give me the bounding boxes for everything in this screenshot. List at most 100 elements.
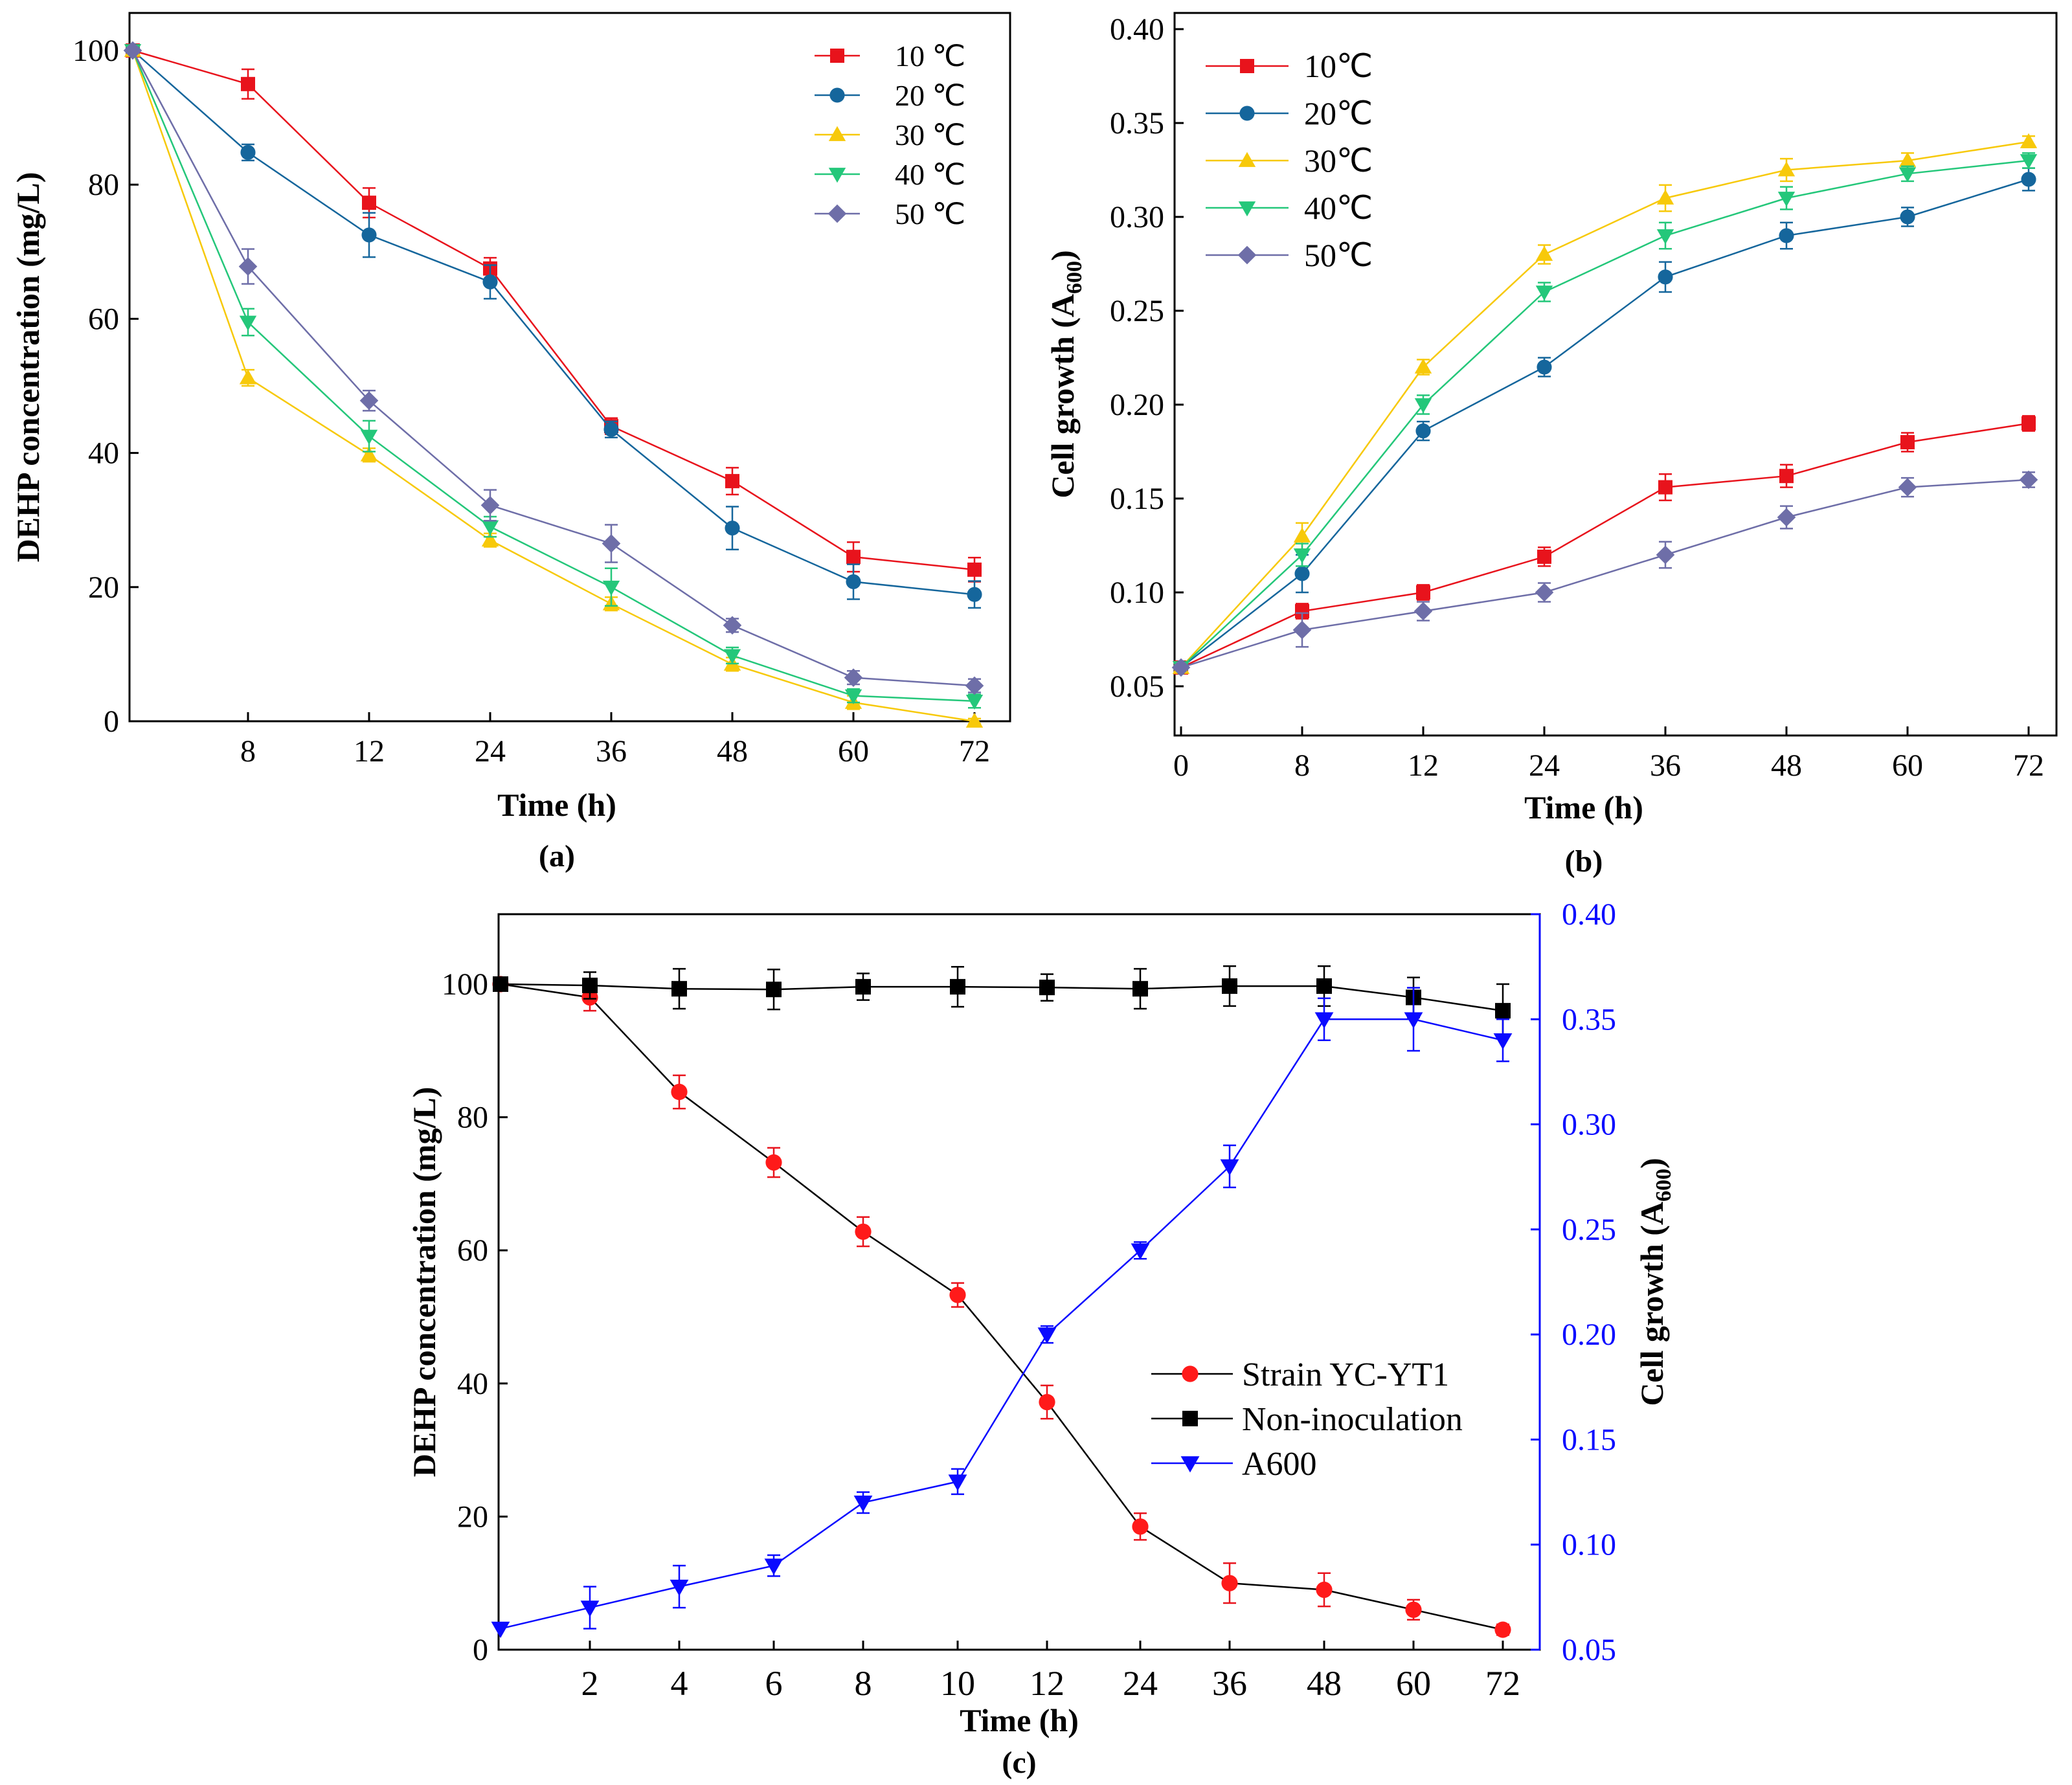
panel-b-y-tick-label: 0.20 — [1110, 388, 1164, 422]
panel-c-y2-tick-label: 0.20 — [1562, 1318, 1616, 1352]
panel-a-data-point — [846, 550, 861, 565]
panel-b-data-point — [1900, 435, 1915, 449]
panel-b-data-point — [1293, 548, 1311, 564]
panel-a-data-point — [482, 274, 498, 289]
panel-c-data-point — [1316, 978, 1332, 994]
panel-a-legend-label: 20 ℃ — [895, 79, 965, 112]
panel-c-data-point — [1222, 978, 1237, 994]
panel-b-y-tick-label: 0.25 — [1110, 294, 1164, 328]
panel-c-x-ticks: 2 4 6 8 10 12 24 36 48 60 72 — [581, 1641, 1520, 1703]
panel-c-data-point — [1131, 1243, 1150, 1260]
panel-c-data-point — [493, 976, 508, 992]
panel-b-data-point — [1414, 358, 1432, 374]
panel-c-y2-axis-title-main: Cell growth (A — [1634, 1202, 1670, 1406]
panel-a-series-20 — [125, 43, 982, 609]
panel-a-data-point — [362, 196, 376, 210]
panel-b-data-point — [1537, 549, 1551, 564]
panel-a-series-line — [132, 49, 975, 571]
panel-b-data-point — [1779, 228, 1794, 243]
panel-c-y-axis-title: DEHP concentration (mg/L) — [406, 1087, 442, 1477]
panel-c-data-point — [582, 978, 598, 994]
panel-b-series-line — [1180, 140, 2029, 668]
panel-b-y-tick-label: 0.30 — [1110, 200, 1164, 234]
panel-b-y-tick-label: 0.15 — [1110, 482, 1164, 516]
panel-c-y2-axis-title-sub: 600 — [1652, 1169, 1676, 1202]
panel-c-y2-tick-label: 0.05 — [1562, 1633, 1616, 1667]
panel-b-legend-marker — [1240, 59, 1254, 73]
panel-c-y2-tick-label: 0.25 — [1562, 1213, 1616, 1247]
panel-a-data-point — [238, 257, 258, 276]
panel-c-data-point — [1132, 981, 1148, 997]
panel-a-legend-item: 30 ℃ — [815, 118, 965, 152]
panel-a-x-axis-title: Time (h) — [497, 787, 616, 823]
panel-c-series-a600 — [491, 987, 1513, 1638]
panel-c-data-point — [1221, 1575, 1238, 1591]
panel-a-x-ticks: 8 12 24 36 48 60 72 — [240, 712, 990, 769]
panel-a-data-point — [360, 429, 378, 445]
panel-b-legend-item: 10℃ — [1206, 48, 1373, 84]
panel-c-x-axis-title: Time (h) — [960, 1702, 1079, 1738]
panel-b-data-point — [1656, 545, 1675, 565]
panel-a-data-point — [846, 574, 861, 590]
panel-b-legend: 10℃ 20℃ 30℃ 40℃ 50℃ — [1206, 48, 1373, 273]
panel-a-data-point — [844, 689, 862, 704]
panel-a-data-point — [123, 41, 142, 60]
panel-a-data-point — [359, 391, 379, 410]
panel-b-series-10 — [1174, 415, 2036, 675]
panel-c-series-non-inoculation — [493, 965, 1511, 1038]
panel-c-y2-tick-label: 0.10 — [1562, 1528, 1616, 1562]
panel-b-x-tick-label: 60 — [1892, 748, 1923, 783]
panel-b-frame — [1173, 12, 2058, 737]
panel-a-data-point — [967, 587, 982, 602]
panel-b-legend-label: 50℃ — [1304, 237, 1373, 273]
panel-a-x-tick-label: 24 — [475, 734, 506, 769]
panel-a-legend-label: 10 ℃ — [895, 39, 965, 73]
panel-a-y-tick-label: 0 — [104, 704, 119, 739]
panel-c-x-tick-label: 10 — [940, 1664, 975, 1703]
panel-a-legend-marker — [829, 87, 845, 103]
panel-c-label: (c) — [1002, 1746, 1036, 1780]
panel-b-series-30 — [1172, 133, 2038, 674]
panel-c-data-point — [948, 1474, 967, 1491]
panel-b-data-point — [2020, 133, 2038, 148]
panel-b-y-axis-title: Cell growth (A600) — [1044, 250, 1087, 498]
panel-a-y-ticks: 0 20 40 60 80 100 — [73, 34, 139, 739]
panel-c-legend-label: Strain YC-YT1 — [1242, 1356, 1449, 1393]
panel-a-label: (a) — [539, 839, 575, 873]
panel-b-y-axis-title-main: Cell growth (A — [1044, 294, 1081, 499]
panel-b-data-point — [1656, 229, 1674, 245]
panel-c-x-tick-label: 2 — [581, 1664, 599, 1703]
panel-b-y-tick-label: 0.40 — [1110, 12, 1164, 47]
panel-c-legend-marker — [1182, 1365, 1199, 1382]
panel-a-data-point — [967, 562, 982, 577]
panel-b-label: (b) — [1565, 844, 1603, 879]
panel-c-data-point — [1494, 1621, 1511, 1638]
panel-b-legend-marker — [1238, 152, 1256, 167]
panel-c-y2-axis-title-end: ) — [1634, 1158, 1670, 1169]
panel-a-data-point — [603, 421, 619, 437]
panel-b-data-point — [1777, 161, 1796, 177]
panel-a-y-tick-label: 40 — [88, 436, 119, 471]
panel-b-series-line — [1180, 422, 2029, 669]
panel-c-y2-tick-label: 0.40 — [1562, 897, 1616, 932]
panel-c-y2-tick-label: 0.15 — [1562, 1422, 1616, 1457]
panel-c-data-point — [949, 1286, 966, 1303]
panel-a-data-point — [480, 496, 500, 515]
panel-a-legend-item: 40 ℃ — [815, 158, 965, 191]
panel-a-series-line — [131, 50, 975, 702]
panel-a-data-point — [360, 446, 378, 462]
panel-a-y-tick-label: 60 — [88, 302, 119, 336]
panel-a-frame — [128, 12, 1011, 723]
panel-b-data-point — [1293, 527, 1311, 543]
panel-c-y-tick-label: 20 — [457, 1499, 488, 1534]
panel-c-y2-axis-title: Cell growth (A600) — [1634, 1158, 1676, 1406]
panel-a-data-point — [725, 521, 740, 536]
panel-b-legend-marker — [1237, 245, 1257, 265]
panel-b-x-tick-label: 8 — [1294, 748, 1310, 783]
panel-b-data-point — [2021, 416, 2036, 431]
panel-a-series-line — [132, 50, 975, 596]
panel-c-data-point — [1039, 980, 1055, 996]
panel-a-legend-item: 20 ℃ — [815, 79, 965, 112]
panel-a-data-point — [241, 76, 255, 91]
